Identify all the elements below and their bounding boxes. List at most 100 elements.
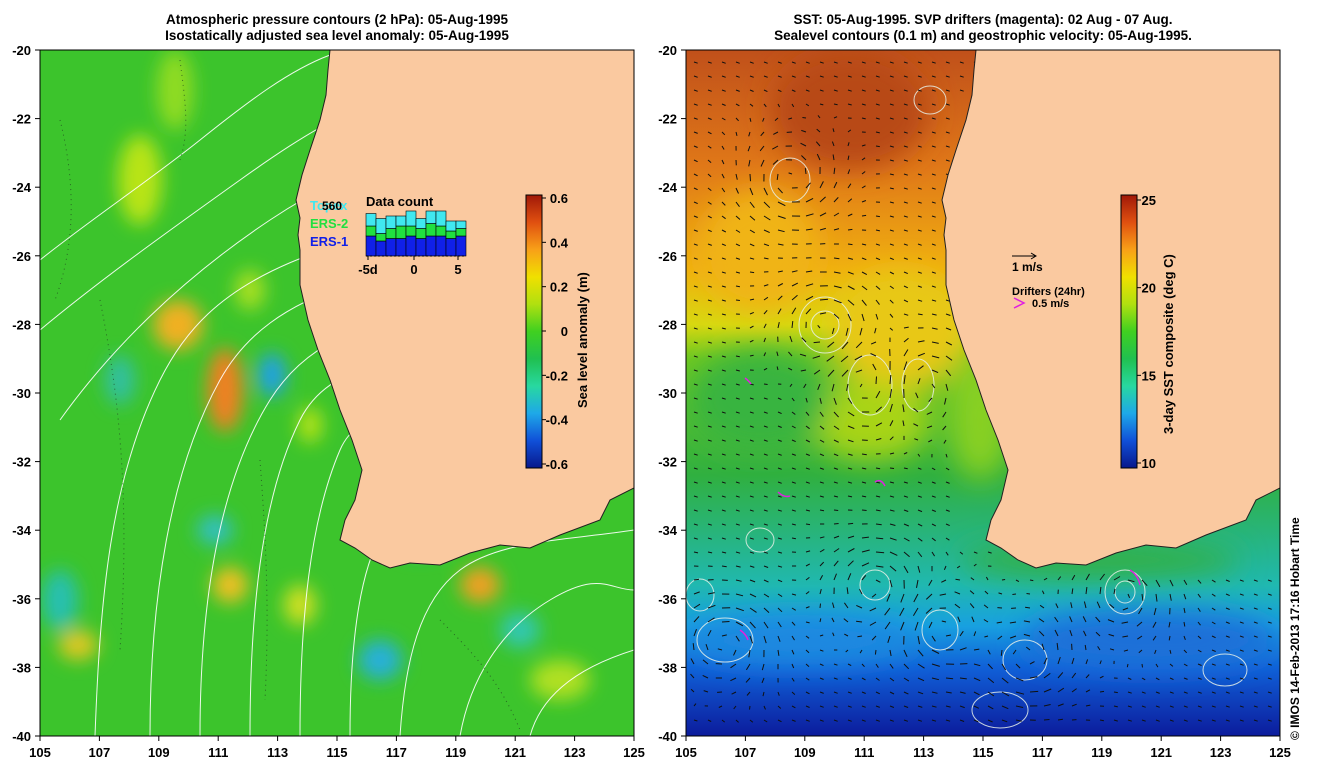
velocity-vector xyxy=(772,159,779,165)
velocity-vector xyxy=(1183,579,1188,586)
velocity-vector xyxy=(763,705,766,710)
velocity-vector xyxy=(875,103,880,106)
velocity-vector xyxy=(859,588,863,595)
velocity-vector xyxy=(973,677,981,682)
velocity-vector xyxy=(777,283,784,287)
velocity-vector xyxy=(1001,663,1007,671)
velocity-vector xyxy=(931,677,940,681)
velocity-vector xyxy=(1141,719,1146,722)
velocity-vector xyxy=(1043,577,1048,581)
velocity-vector xyxy=(959,630,964,637)
velocity-vector xyxy=(889,705,895,708)
velocity-vector xyxy=(805,61,810,64)
colorbar-tick-label: 0.6 xyxy=(550,191,568,206)
velocity-vector xyxy=(861,171,866,175)
inset-bar-ers2 xyxy=(405,225,417,237)
velocity-vector xyxy=(1127,593,1131,598)
velocity-vector xyxy=(931,61,936,64)
velocity-vector xyxy=(1056,642,1059,651)
velocity-vector xyxy=(1183,663,1188,667)
velocity-vector xyxy=(717,648,723,651)
velocity-vector xyxy=(805,705,810,708)
velocity-vector xyxy=(926,425,933,429)
velocity-vector xyxy=(1029,676,1038,679)
velocity-vector xyxy=(833,397,837,405)
velocity-vector xyxy=(945,159,950,162)
velocity-vector xyxy=(1168,635,1171,641)
velocity-vector xyxy=(903,89,908,92)
velocity-vector xyxy=(875,663,879,668)
velocity-vector xyxy=(875,145,880,148)
velocity-vector xyxy=(762,117,765,122)
velocity-vector xyxy=(1141,593,1144,601)
velocity-vector xyxy=(777,467,782,470)
anomaly-blob xyxy=(105,355,135,405)
velocity-vector xyxy=(987,663,993,670)
velocity-vector xyxy=(861,677,866,681)
velocity-vector xyxy=(903,523,909,527)
velocity-vector xyxy=(833,89,838,92)
velocity-vector xyxy=(889,75,894,78)
velocity-vector xyxy=(735,355,740,358)
velocity-vector xyxy=(805,411,810,416)
velocity-vector xyxy=(889,420,894,427)
anomaly-blob xyxy=(358,640,402,680)
velocity-vector xyxy=(1029,579,1034,582)
pressure-contour xyxy=(459,583,634,736)
velocity-vector xyxy=(900,593,905,603)
velocity-vector xyxy=(833,181,838,189)
velocity-vector xyxy=(1253,607,1258,610)
velocity-vector xyxy=(847,103,852,106)
lat-tick-label: -32 xyxy=(658,455,677,470)
velocity-vector xyxy=(1169,705,1174,708)
velocity-vector xyxy=(735,173,738,180)
drifter-track xyxy=(739,629,749,641)
velocity-vector xyxy=(917,243,922,246)
velocity-vector xyxy=(945,313,951,316)
velocity-vector xyxy=(870,341,877,345)
velocity-vector xyxy=(1109,603,1115,609)
lat-tick-label: -34 xyxy=(658,523,678,538)
lat-tick-label: -26 xyxy=(658,249,677,264)
velocity-vector xyxy=(1127,579,1135,583)
velocity-vector xyxy=(721,439,726,442)
velocity-vector xyxy=(899,607,905,617)
anomaly-blob xyxy=(197,515,233,545)
velocity-vector xyxy=(1099,719,1105,722)
lon-tick-label: 125 xyxy=(623,745,645,760)
velocity-vector xyxy=(931,117,936,120)
velocity-vector xyxy=(1121,621,1129,624)
velocity-vector xyxy=(735,285,741,288)
velocity-vector xyxy=(777,551,783,554)
velocity-vector xyxy=(847,691,852,694)
velocity-vector xyxy=(788,351,793,357)
velocity-vector xyxy=(861,214,867,217)
velocity-vector xyxy=(749,61,754,64)
velocity-vector xyxy=(931,467,936,471)
velocity-vector xyxy=(801,155,807,161)
velocity-vector xyxy=(693,159,698,163)
velocity-vector xyxy=(870,353,877,357)
velocity-vector xyxy=(931,551,936,557)
velocity-vector xyxy=(721,243,726,247)
lat-tick-label: -40 xyxy=(658,729,677,744)
velocity-vector xyxy=(693,719,698,722)
velocity-vector xyxy=(875,467,881,470)
velocity-vector xyxy=(721,61,726,64)
velocity-vector xyxy=(928,397,933,403)
velocity-vector xyxy=(791,663,795,669)
velocity-vector xyxy=(903,103,908,106)
velocity-vector xyxy=(735,537,740,540)
velocity-vector xyxy=(875,313,879,320)
velocity-vector xyxy=(1099,675,1104,679)
australia-landmass xyxy=(941,50,1280,569)
anomaly-blob xyxy=(118,135,162,225)
velocity-vector xyxy=(707,629,712,637)
velocity-vector xyxy=(833,197,839,203)
velocity-vector xyxy=(693,89,698,92)
inset-x-ticks: -5d 0 5 xyxy=(358,256,462,277)
colorbar-tick-label: 0.2 xyxy=(550,280,568,295)
velocity-vector xyxy=(763,215,771,221)
velocity-vector xyxy=(847,677,852,680)
